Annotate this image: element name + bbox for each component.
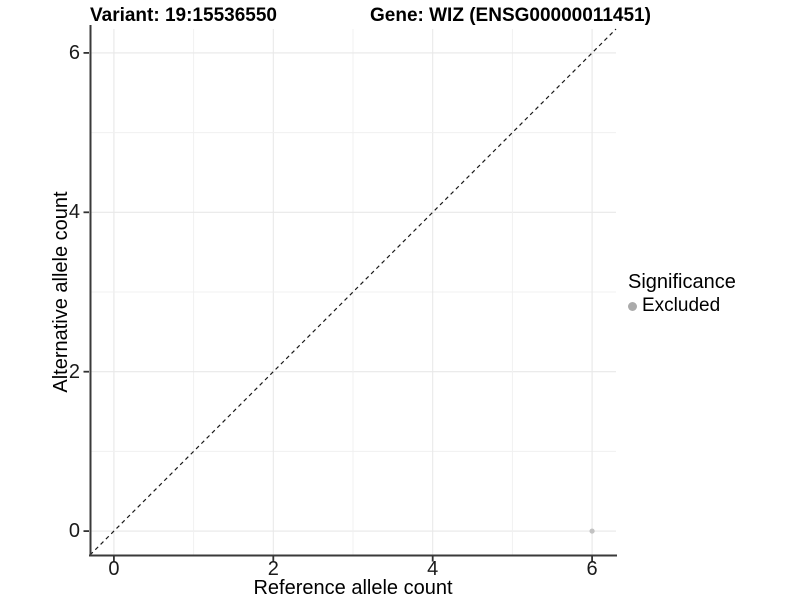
y-tick-label: 0 [68,520,80,543]
x-axis-title: Reference allele count [253,577,453,599]
legend-point-icon [628,301,637,311]
legend-title: Significance [628,271,736,293]
y-tick-label: 6 [68,41,80,64]
y-tick-label: 4 [68,201,80,224]
axis-tick-marks [83,52,593,562]
x-tick-label: 0 [108,558,120,580]
y-axis-title: Alternative allele count [50,191,72,393]
identity-line [89,28,617,556]
identity-dashed-line [89,28,617,556]
legend: Significance Excluded [628,270,736,317]
plot-title-variant: Variant: 19:15536550 [90,5,277,26]
x-tick-label: 2 [267,558,279,580]
y-tick-label: 2 [68,360,80,383]
legend-item-excluded: Excluded [628,295,736,317]
legend-item-label: Excluded [642,295,721,316]
data-point [589,528,595,534]
x-tick-label: 4 [427,558,439,580]
data-points [589,528,595,534]
plot-panel [83,25,617,562]
gridlines [90,29,616,555]
plot-title-gene: Gene: WIZ (ENSG00000011451) [370,5,651,26]
axis-lines [89,25,617,557]
x-tick-label: 6 [586,558,598,580]
